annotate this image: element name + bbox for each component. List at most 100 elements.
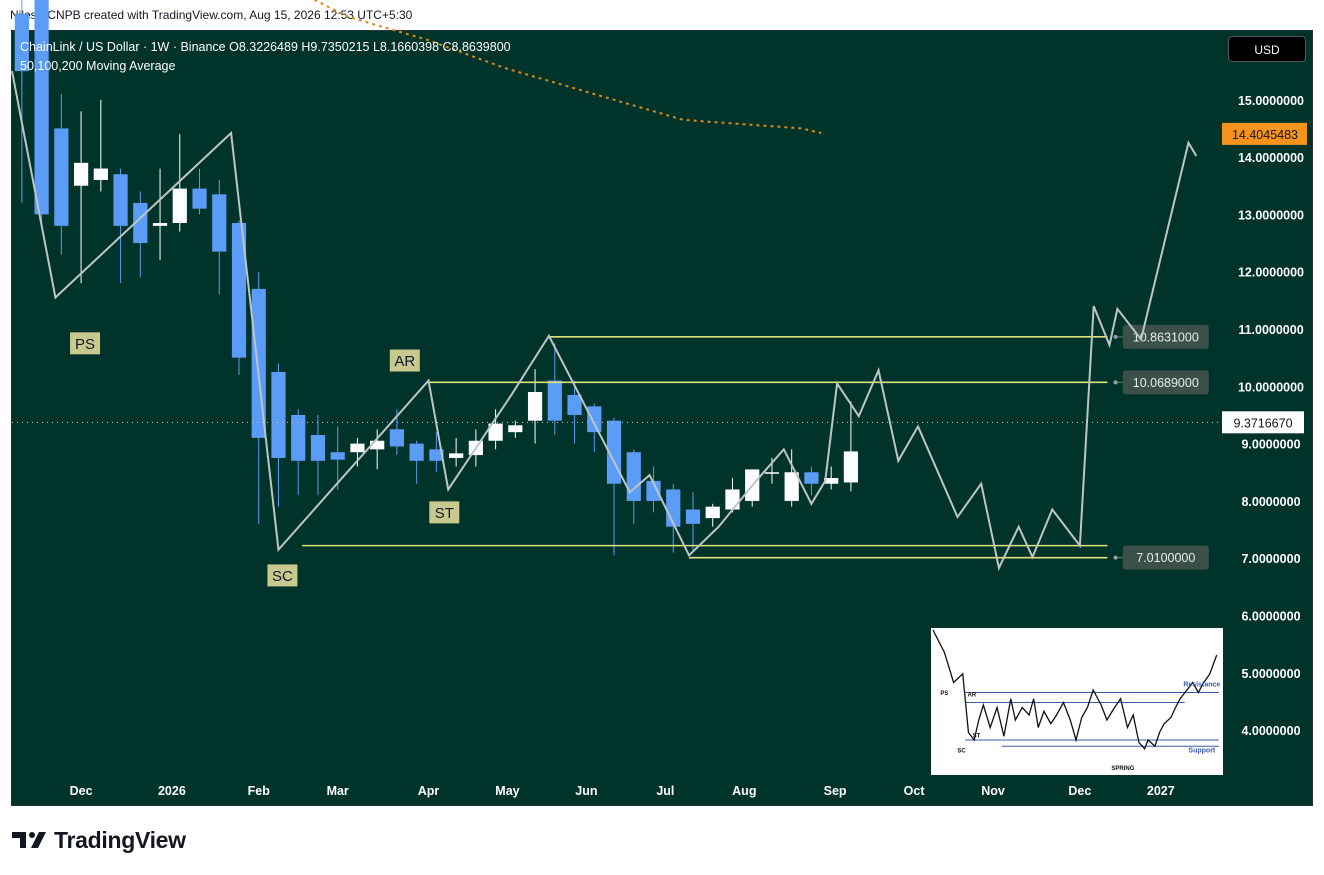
candle-body bbox=[152, 222, 168, 226]
y-tick-label: 8.0000000 bbox=[1241, 495, 1300, 509]
candle-body bbox=[54, 128, 69, 226]
candle-body bbox=[409, 443, 424, 461]
candle-body bbox=[34, 0, 49, 215]
candle bbox=[152, 168, 168, 261]
candle-body bbox=[587, 406, 602, 433]
x-tick-label: Jul bbox=[656, 784, 674, 798]
tradingview-logo-icon bbox=[12, 832, 46, 848]
indicator-legend[interactable]: 50,100,200 Moving Average bbox=[20, 59, 176, 73]
candle-body bbox=[488, 423, 503, 441]
candle bbox=[567, 380, 582, 444]
x-tick-label: Nov bbox=[981, 784, 1005, 798]
candle-body bbox=[567, 394, 582, 415]
candle bbox=[113, 168, 128, 284]
candle-body bbox=[330, 452, 345, 460]
candle bbox=[93, 99, 108, 192]
wyckoff-label: SC bbox=[272, 568, 293, 585]
candle-body bbox=[93, 168, 108, 180]
inset-label: AR bbox=[968, 692, 977, 698]
candle bbox=[527, 369, 543, 444]
candle-body bbox=[113, 174, 128, 226]
candle bbox=[409, 440, 424, 484]
levels-layer: 10.8631000 10.0689000 7.0100000 bbox=[12, 324, 1222, 570]
x-tick-label: Aug bbox=[732, 784, 756, 798]
candle bbox=[824, 466, 839, 490]
level-anchor-dot bbox=[1113, 555, 1118, 560]
candle bbox=[73, 111, 89, 284]
candle bbox=[685, 492, 701, 553]
wyckoff-label-box bbox=[429, 501, 460, 524]
y-tick-label: 7.0000000 bbox=[1241, 552, 1300, 566]
level-tag-text: 10.0689000 bbox=[1133, 376, 1199, 390]
moving-average-layer bbox=[312, 0, 822, 134]
current-price-tag bbox=[1222, 411, 1304, 434]
candle-body bbox=[370, 440, 385, 450]
candle-body bbox=[725, 489, 740, 510]
candle bbox=[172, 134, 187, 232]
axes-layer: 15.0000000 14.0000000 13.0000000 12.0000000… bbox=[70, 94, 1307, 798]
candle bbox=[705, 503, 720, 527]
candle-body bbox=[133, 202, 148, 244]
inset-path bbox=[932, 629, 1218, 750]
candle bbox=[54, 94, 69, 255]
wyckoff-label: AR bbox=[394, 353, 415, 370]
level-anchor-dot bbox=[1113, 380, 1118, 385]
candle-body bbox=[172, 188, 187, 223]
candle-body bbox=[429, 449, 444, 461]
y-tick-label: 13.0000000 bbox=[1238, 208, 1304, 222]
candle bbox=[271, 363, 286, 507]
candle bbox=[370, 429, 385, 470]
y-tick-label: 15.0000000 bbox=[1238, 94, 1304, 108]
x-tick-label: Apr bbox=[418, 784, 440, 798]
x-tick-label: Jun bbox=[575, 784, 597, 798]
price-axis-area bbox=[1222, 31, 1312, 776]
y-tick-label: 6.0000000 bbox=[1241, 610, 1300, 624]
inset-label: SC bbox=[957, 749, 966, 755]
wyckoff-label-box bbox=[267, 564, 298, 587]
candle bbox=[547, 343, 562, 436]
ma-price-tag-text: 14.4045483 bbox=[1232, 128, 1298, 142]
wyckoff-path-layer bbox=[11, 70, 1198, 572]
candle bbox=[192, 168, 207, 215]
candle-body bbox=[685, 509, 701, 524]
candle bbox=[34, 0, 49, 226]
x-tick-label: May bbox=[495, 784, 519, 798]
candle-body bbox=[527, 392, 543, 421]
wyckoff-label: ST bbox=[435, 505, 454, 522]
symbol-legend[interactable]: ChainLink / US Dollar · 1W · Binance O8.… bbox=[20, 40, 511, 54]
candle-body bbox=[449, 453, 464, 458]
candle bbox=[429, 432, 444, 473]
currency-button[interactable]: USD bbox=[1228, 36, 1306, 62]
chart-frame bbox=[11, 30, 1313, 806]
candle bbox=[843, 401, 859, 492]
level-tag bbox=[1122, 370, 1209, 395]
level-tag-text: 7.0100000 bbox=[1136, 551, 1195, 565]
candle-body bbox=[764, 472, 780, 474]
inset-label: Support bbox=[1188, 748, 1215, 755]
wyckoff-inset: PS AR ST SC SPRING Resistance Support bbox=[931, 628, 1223, 775]
candle-body bbox=[784, 472, 799, 501]
candle-body bbox=[291, 414, 306, 461]
candle-body bbox=[350, 443, 365, 453]
brand[interactable]: TradingView bbox=[12, 826, 186, 854]
chart-attribution: Nilesh-CNPB created with TradingView.com… bbox=[10, 8, 413, 22]
brand-name: TradingView bbox=[54, 826, 186, 853]
x-tick-label: 2027 bbox=[1147, 784, 1175, 798]
inset-background bbox=[931, 628, 1223, 775]
candle bbox=[626, 449, 641, 524]
candle-body bbox=[14, 13, 29, 72]
y-tick-label: 10.0000000 bbox=[1238, 380, 1304, 394]
candle bbox=[646, 466, 661, 513]
candle-body bbox=[626, 452, 641, 501]
wyckoff-label-box bbox=[70, 332, 101, 355]
candle-body bbox=[389, 429, 405, 447]
candle-body bbox=[212, 194, 227, 252]
annotations-layer: PS SC AR ST bbox=[70, 332, 460, 587]
moving-average-line bbox=[312, 0, 822, 134]
candle-body bbox=[73, 162, 89, 186]
candle bbox=[804, 466, 819, 496]
candle bbox=[587, 403, 602, 453]
candle bbox=[212, 180, 227, 295]
inset-label: SPRING bbox=[1111, 766, 1134, 772]
